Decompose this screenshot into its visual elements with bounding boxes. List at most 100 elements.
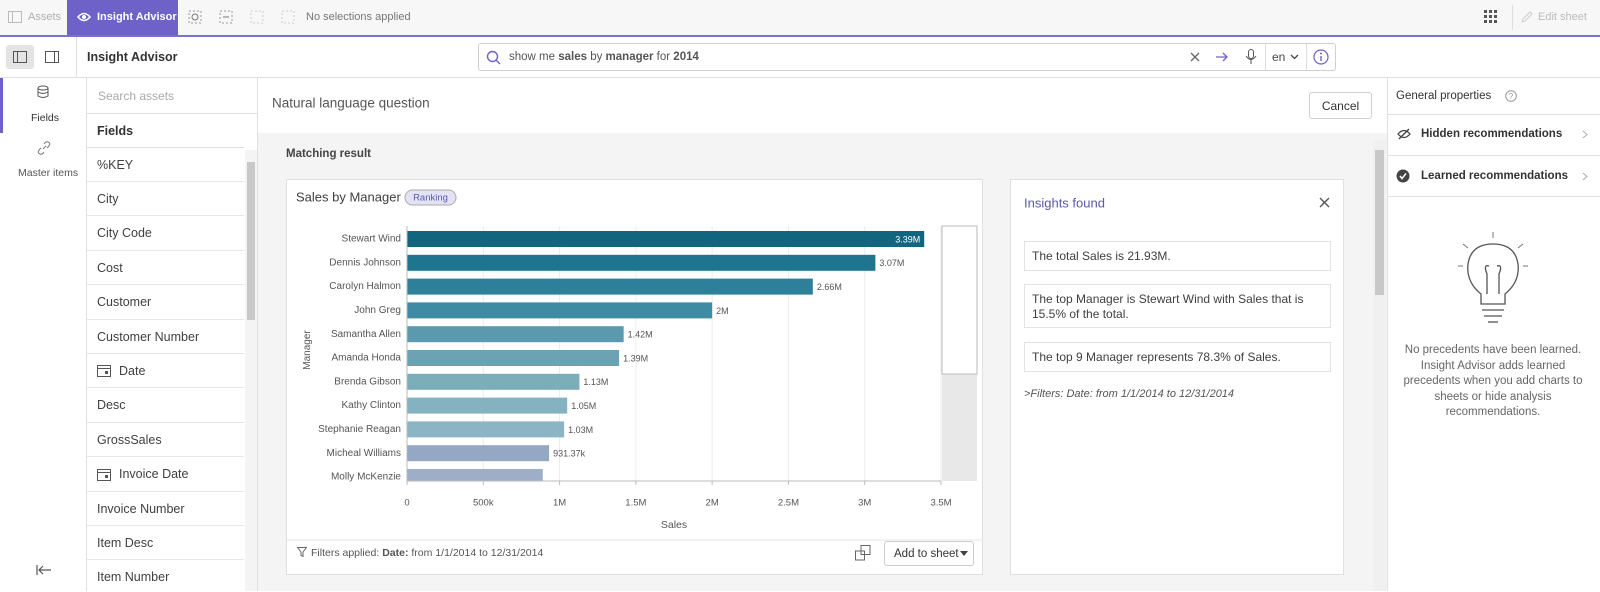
toggle-right[interactable]	[45, 51, 59, 63]
bar	[407, 445, 550, 462]
assets-tab[interactable]: Assets	[28, 11, 62, 23]
rail-fields[interactable]: Fields	[31, 112, 60, 124]
cancel-button[interactable]: Cancel	[1309, 92, 1372, 119]
chevron	[1582, 130, 1588, 139]
insight-tab[interactable]: Insight Advisor	[97, 11, 177, 23]
query-text: for	[653, 51, 674, 63]
scroll-thumb[interactable]	[247, 162, 255, 320]
divider	[1512, 5, 1513, 30]
chart: Sales by Manager Ranking Manager Sales 0…	[287, 189, 982, 541]
selections-status: No selections applied	[306, 11, 411, 23]
clear-button[interactable]	[1190, 52, 1200, 62]
field-item[interactable]: Invoice Number	[87, 492, 244, 526]
scroll-thumb[interactable]	[1375, 150, 1384, 295]
x-tick-label: 1M	[553, 498, 566, 509]
field-label: Item Desc	[97, 535, 154, 550]
insights-card: Insights found The total Sales is 21.93M…	[1010, 179, 1344, 575]
field-item[interactable]: Item Number	[87, 561, 244, 592]
field-item[interactable]: City Code	[87, 217, 244, 251]
empty-message: No precedents have been learned. Insight…	[1403, 344, 1583, 418]
field-item[interactable]: GrossSales	[87, 423, 244, 458]
mic-button[interactable]	[1245, 49, 1257, 65]
y-tick-label: Brenda Gibson	[334, 376, 401, 387]
bar	[407, 231, 925, 247]
properties-title: General properties	[1396, 90, 1492, 102]
field-label: %KEY	[97, 157, 134, 172]
chart-card: Sales by Manager Ranking Manager Sales 0…	[286, 179, 983, 575]
y-tick-label: Stewart Wind	[342, 234, 401, 245]
info-button[interactable]	[1313, 49, 1329, 65]
y-tick-label: Molly McKenzie	[331, 472, 401, 483]
x-tick-label: 500k	[473, 498, 494, 509]
hidden-icon	[1397, 128, 1411, 140]
learned-icon	[1396, 169, 1410, 183]
active-indicator	[0, 78, 3, 133]
y-tick-label: Stephanie Reagan	[318, 424, 401, 435]
field-item[interactable]: City	[87, 182, 244, 217]
divider	[87, 113, 258, 114]
fields-icon	[37, 85, 49, 98]
insight-item: The top 9 Manager represents 78.3% of Sa…	[1024, 342, 1331, 372]
y-tick-label: Carolyn Halmon	[329, 281, 401, 292]
filters-applied: Filters applied: Date: from 1/1/2014 to …	[311, 547, 543, 559]
chart-title: Sales by Manager	[296, 189, 401, 204]
language[interactable]: en	[1272, 50, 1286, 64]
x-tick-label: 2.5M	[778, 498, 799, 509]
bulb-illustration	[1458, 232, 1528, 323]
divider	[1265, 44, 1266, 70]
add-to-sheet[interactable]: Add to sheet	[884, 541, 974, 566]
insight-item: The top Manager is Stewart Wind with Sal…	[1024, 284, 1331, 328]
value-label: 2M	[716, 306, 729, 316]
field-item[interactable]: Item Desc	[87, 526, 244, 561]
calendar-icon	[97, 365, 111, 378]
field-label: Date	[119, 363, 146, 378]
close-button[interactable]	[1319, 197, 1330, 208]
field-item[interactable]: Customer	[87, 286, 244, 320]
field-label: Invoice Number	[97, 501, 185, 516]
minimap-viewport[interactable]	[941, 225, 978, 375]
badge: Ranking	[413, 193, 448, 204]
bar	[407, 326, 624, 343]
assets-panel	[87, 78, 258, 591]
selection-tools	[188, 10, 295, 24]
learned-recommendations[interactable]: Learned recommendations	[1421, 170, 1568, 182]
chevron	[1582, 172, 1588, 181]
search-query[interactable]: show me sales by manager for 2014	[509, 51, 699, 63]
hidden-recommendations[interactable]: Hidden recommendations	[1421, 128, 1563, 140]
search-box[interactable]	[478, 43, 1336, 71]
filters-label: Filters applied:	[311, 547, 380, 559]
left-rail	[0, 78, 87, 591]
main-header	[258, 78, 1387, 133]
bar	[407, 421, 565, 438]
help-icon[interactable]: ?	[1505, 90, 1517, 102]
y-tick-label: John Greg	[354, 305, 401, 316]
grid-icon[interactable]	[1484, 10, 1498, 24]
x-tick-label: 2M	[706, 498, 719, 509]
divider	[1388, 114, 1600, 115]
y-tick-label: Micheal Williams	[327, 448, 401, 459]
explore-button[interactable]	[855, 545, 871, 561]
fields-heading: Fields	[97, 124, 134, 138]
toolbar	[0, 0, 1600, 35]
accent-line	[0, 35, 1600, 37]
value-label: 1.05M	[571, 401, 596, 411]
query-keyword: manager	[605, 51, 654, 63]
edit-sheet[interactable]: Edit sheet	[1538, 11, 1587, 23]
search-assets[interactable]: Search assets	[98, 89, 175, 103]
field-item[interactable]: Date	[87, 354, 244, 389]
field-item[interactable]: Customer Number	[87, 320, 244, 354]
collapse-button[interactable]	[36, 565, 52, 575]
query-keyword: 2014	[673, 51, 699, 63]
filter-icon	[297, 547, 307, 557]
submit-button[interactable]	[1215, 51, 1229, 63]
rail-master-items[interactable]: Master items	[18, 167, 79, 179]
field-item[interactable]: Desc	[87, 389, 244, 423]
field-item[interactable]: %KEY	[87, 148, 244, 182]
field-label: GrossSales	[97, 432, 162, 447]
master-icon	[37, 141, 51, 155]
field-item[interactable]: Invoice Date	[87, 458, 244, 492]
field-label: Customer	[97, 295, 152, 310]
field-item[interactable]: Cost	[87, 251, 244, 286]
toggle-left[interactable]	[6, 45, 34, 69]
insight-icon	[77, 12, 91, 22]
